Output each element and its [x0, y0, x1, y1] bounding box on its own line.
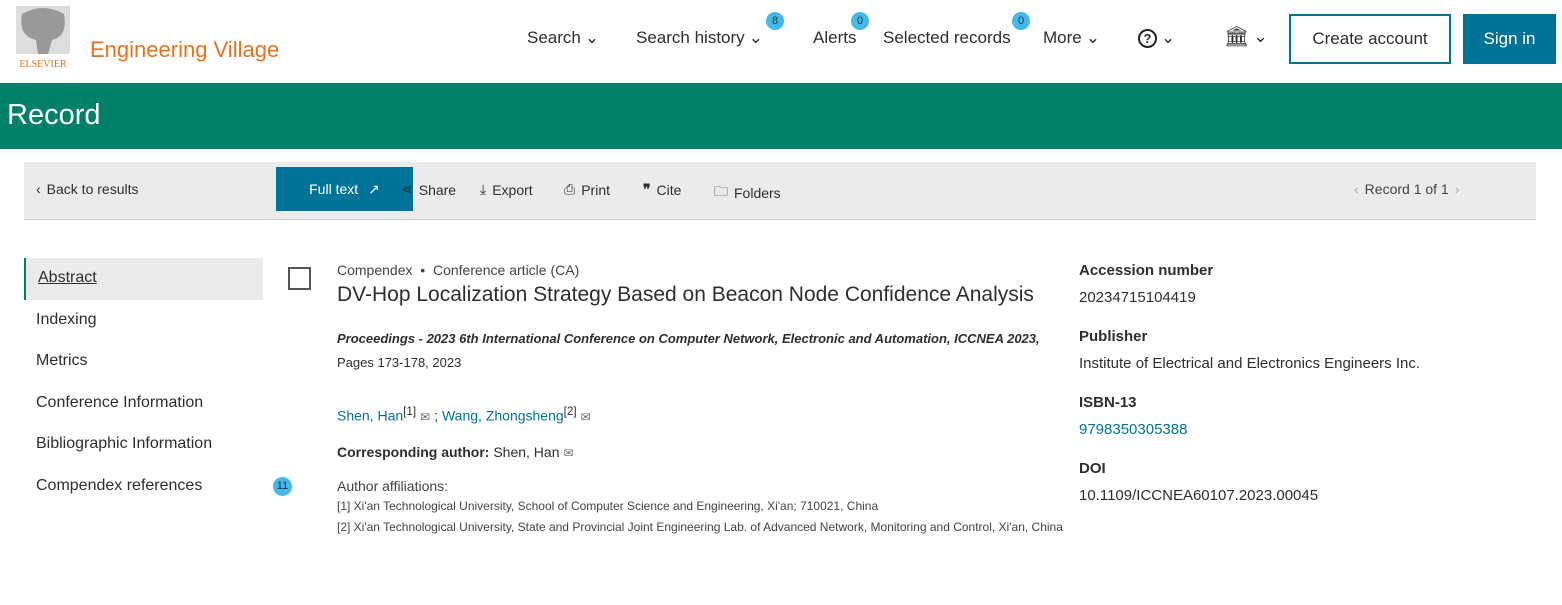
chevron-down-icon: ⌄ [1085, 28, 1100, 47]
brand-name[interactable]: Engineering Village [90, 37, 280, 62]
badge: 0 [851, 12, 869, 30]
nav-more[interactable]: More ⌄ [1043, 28, 1100, 48]
record-content: Compendex • Conference article (CA) DV-H… [337, 262, 1067, 538]
sidebar-item-indexing[interactable]: Indexing [36, 310, 97, 328]
pages: Pages 173-178, 2023 [337, 355, 462, 370]
institution-menu[interactable]: 🏛 ⌄ [1224, 24, 1268, 49]
institution-icon: 🏛 [1224, 26, 1250, 48]
affiliation-ref: [1] [403, 405, 417, 418]
external-link-icon: ↗ [368, 180, 380, 197]
badge: 0 [1012, 12, 1030, 30]
record-count: Record 1 of 1 [1364, 181, 1449, 197]
accession-label: Accession number [1079, 262, 1214, 279]
record-title: DV-Hop Localization Strategy Based on Be… [337, 283, 1034, 306]
nav-label: Search history [636, 28, 745, 47]
header: ELSEVIER Engineering Village Search ⌄ Sea… [0, 0, 1562, 83]
page-title: Record [0, 83, 1562, 149]
record-pagination: ‹ Record 1 of 1 › [1354, 181, 1459, 197]
nav-search[interactable]: Search ⌄ [527, 28, 599, 48]
source-title: Proceedings - 2023 6th International Con… [337, 331, 1040, 346]
print-label: Print [581, 181, 610, 198]
folders-label: Folders [734, 185, 781, 201]
nav-label: Search [527, 28, 581, 47]
cite-label: Cite [656, 181, 682, 198]
affiliations-label: Author affiliations: [337, 477, 449, 494]
record-toolbar: ‹ Back to results Full text ↗ ⋖ Share ⤓ Expo… [24, 162, 1536, 220]
download-icon: ⤓ [480, 181, 487, 197]
full-text-label: Full text [309, 181, 359, 197]
select-record-checkbox[interactable] [288, 267, 311, 290]
back-to-results-link[interactable]: ‹ Back to results [36, 181, 139, 197]
doi: 10.1109/ICCNEA60107.2023.00045 [1079, 487, 1319, 504]
next-record-icon[interactable]: › [1454, 181, 1460, 197]
chevron-left-icon: ‹ [36, 181, 41, 197]
sidebar-item-metrics[interactable]: Metrics [36, 352, 88, 369]
nav-selected-records[interactable]: Selected records 0 [883, 12, 1030, 48]
share-label: Share [418, 181, 457, 198]
sidebar-item-abstract[interactable]: Abstract [24, 258, 263, 300]
affiliations: Author affiliations: [1] Xi'an Technolog… [337, 478, 1067, 538]
help-icon: ? [1138, 28, 1157, 48]
email-icon[interactable]: ✉ [563, 445, 574, 460]
nav-label: Selected records [883, 28, 1011, 47]
publisher-label: Publisher [1079, 328, 1148, 345]
doi-label: DOI [1079, 460, 1106, 477]
corresponding-label: Corresponding author: [337, 443, 490, 460]
create-account-button[interactable]: Create account [1289, 14, 1451, 64]
affiliation-item: [1] Xi'an Technological University, Scho… [337, 498, 879, 513]
email-icon[interactable]: ✉ [420, 409, 431, 424]
full-text-button[interactable]: Full text ↗ [276, 167, 413, 211]
print-icon: ⎙ [564, 181, 576, 197]
doc-type: Conference article (CA) [432, 262, 580, 278]
affiliation-item: [2] Xi'an Technological University, Stat… [337, 519, 1063, 534]
chevron-down-icon: ⌄ [1253, 26, 1268, 46]
author-list: Shen, Han[1] ✉; Wang, Zhongsheng[2] ✉ [337, 405, 591, 424]
back-label: Back to results [46, 181, 139, 197]
export-label: Export [492, 181, 533, 198]
sign-in-button[interactable]: Sign in [1463, 14, 1556, 64]
sidebar-item-bibliographic-information[interactable]: Bibliographic Information [36, 435, 213, 452]
author-link[interactable]: Wang, Zhongsheng [441, 407, 564, 424]
nav-label: Alerts [813, 28, 857, 47]
quote-icon: ❞ [643, 181, 651, 197]
accession-number: 20234715104419 [1079, 289, 1196, 306]
print-button[interactable]: ⎙ Print [564, 181, 610, 198]
chevron-down-icon: ⌄ [1161, 28, 1176, 47]
nav-alerts[interactable]: Alerts 0 [813, 12, 869, 48]
sidebar-item-compendex-references[interactable]: Compendex references [36, 476, 203, 494]
badge: 8 [766, 12, 784, 30]
isbn-link[interactable]: 9798350305388 [1079, 421, 1188, 438]
sidebar-item-conference-information[interactable]: Conference Information [36, 393, 204, 411]
elsevier-logo[interactable]: ELSEVIER [12, 6, 74, 70]
cite-button[interactable]: ❞ Cite [643, 181, 681, 198]
database-label: Compendex [337, 262, 413, 278]
corresponding-author: Shen, Han [489, 443, 560, 460]
folder-add-icon: 🗀 [714, 183, 728, 199]
email-icon[interactable]: ✉ [580, 409, 591, 424]
chevron-down-icon: ⌄ [748, 28, 763, 47]
export-button[interactable]: ⤓ Export [480, 181, 533, 198]
folders-button[interactable]: 🗀 Folders [714, 181, 781, 205]
references-count-badge: 11 [273, 477, 292, 496]
affiliation-ref: [2] [563, 405, 577, 418]
help-menu[interactable]: ? ⌄ [1138, 28, 1175, 48]
previous-record-icon[interactable]: ‹ [1354, 181, 1359, 197]
record-details: Accession number 20234715104419 Publishe… [1079, 262, 1420, 526]
isbn-label: ISBN-13 [1079, 394, 1137, 411]
record-sidebar: Abstract Indexing Metrics Conference Inf… [24, 258, 263, 507]
author-link[interactable]: Shen, Han [337, 407, 404, 424]
nav-label: More [1043, 28, 1082, 47]
share-icon: ⋖ [401, 181, 413, 197]
publisher: Institute of Electrical and Electronics … [1079, 355, 1421, 372]
chevron-down-icon: ⌄ [584, 28, 600, 47]
nav-search-history[interactable]: Search history ⌄ 8 [636, 12, 784, 48]
svg-text:ELSEVIER: ELSEVIER [19, 59, 67, 70]
share-button[interactable]: ⋖ Share [401, 181, 456, 198]
